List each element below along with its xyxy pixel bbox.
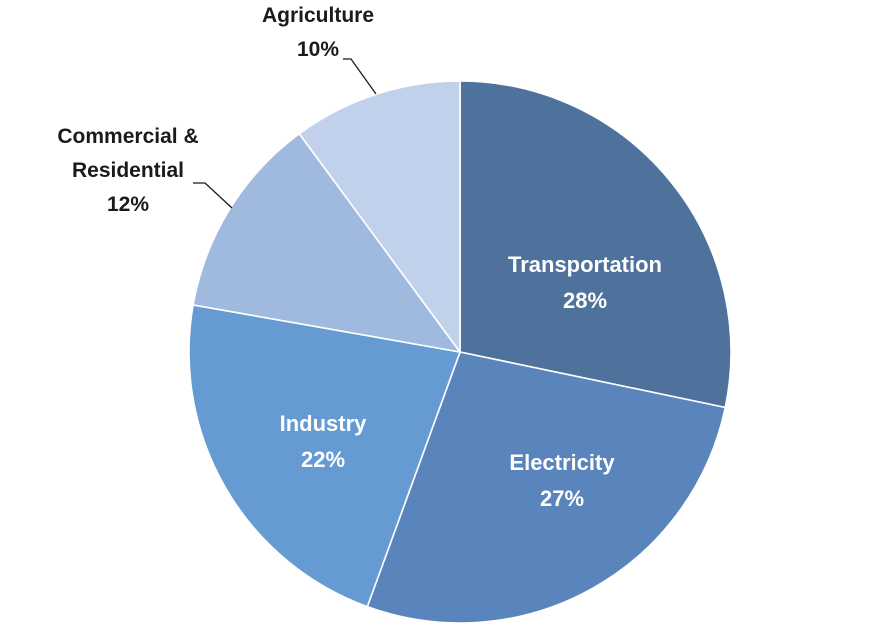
- slice-category-commercial-and-residential: Commercial &: [57, 125, 198, 148]
- slice-percent-transportation: 28%: [563, 288, 607, 313]
- slice-label-industry: Industry 22%: [280, 411, 368, 472]
- leader-line-agriculture: [343, 58, 377, 95]
- labels-layer: Transportation 28% Electricity 27% Industry 2…: [57, 4, 662, 511]
- slice-category-transportation: Transportation: [508, 252, 662, 277]
- slice-label-commercial-and-residential: Commercial & Residential 12%: [57, 125, 198, 216]
- pie-slice-industry: [188, 304, 462, 608]
- slice-category-commercial-and-residential: Residential: [72, 159, 184, 182]
- pie-slice-transportation: [459, 80, 732, 409]
- slice-percent-electricity: 27%: [540, 486, 584, 511]
- slice-percent-commercial-and-residential: 12%: [107, 193, 149, 216]
- slice-label-agriculture: Agriculture 10%: [262, 4, 374, 61]
- leader-line-commercial-and-residential: [193, 182, 233, 209]
- slice-label-transportation: Transportation 28%: [508, 252, 662, 313]
- pie-slice-agriculture: [298, 80, 461, 355]
- pie-slice-commercial-and-residential: [192, 132, 462, 354]
- slices-layer: [188, 80, 732, 624]
- pie-slice-electricity: [366, 351, 727, 624]
- leader-lines-layer: [193, 58, 377, 209]
- slice-label-electricity: Electricity 27%: [509, 450, 615, 511]
- slice-category-electricity: Electricity: [509, 450, 615, 475]
- slice-percent-agriculture: 10%: [297, 38, 339, 61]
- slice-percent-industry: 22%: [301, 447, 345, 472]
- slice-category-industry: Industry: [280, 411, 368, 436]
- slice-category-agriculture: Agriculture: [262, 4, 374, 27]
